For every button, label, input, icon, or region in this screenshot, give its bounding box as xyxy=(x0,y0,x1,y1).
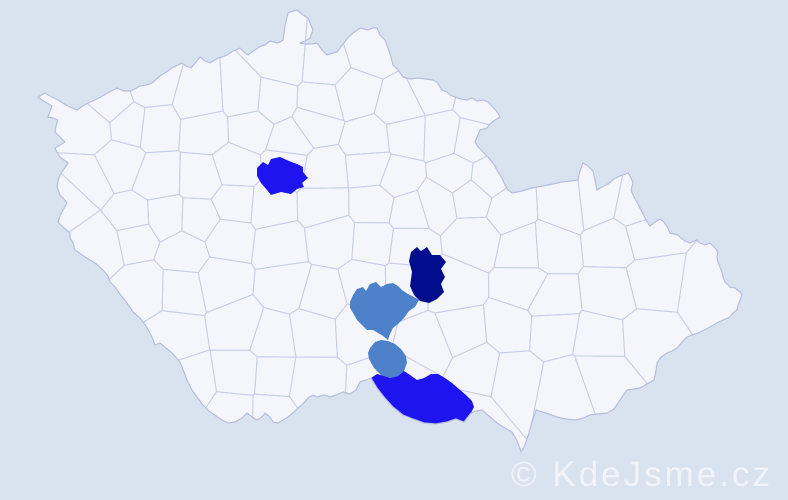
highlighted-districts-layer xyxy=(257,157,474,424)
district-cell xyxy=(622,308,742,452)
district-highlight-navy xyxy=(409,247,446,303)
district-cell xyxy=(613,10,742,227)
district-cell xyxy=(288,356,348,452)
district-highlight-medium-large xyxy=(350,282,419,340)
watermark: © KdeJsme.cz xyxy=(510,455,773,494)
district-cell xyxy=(38,259,164,445)
district-highlight-medium-small xyxy=(368,340,407,378)
country-shape xyxy=(38,10,742,452)
district-highlight-south xyxy=(371,371,474,424)
country-outline xyxy=(37,9,743,453)
district-highlight-central xyxy=(257,157,308,195)
district-cell xyxy=(341,350,407,452)
district-cell xyxy=(250,393,364,452)
